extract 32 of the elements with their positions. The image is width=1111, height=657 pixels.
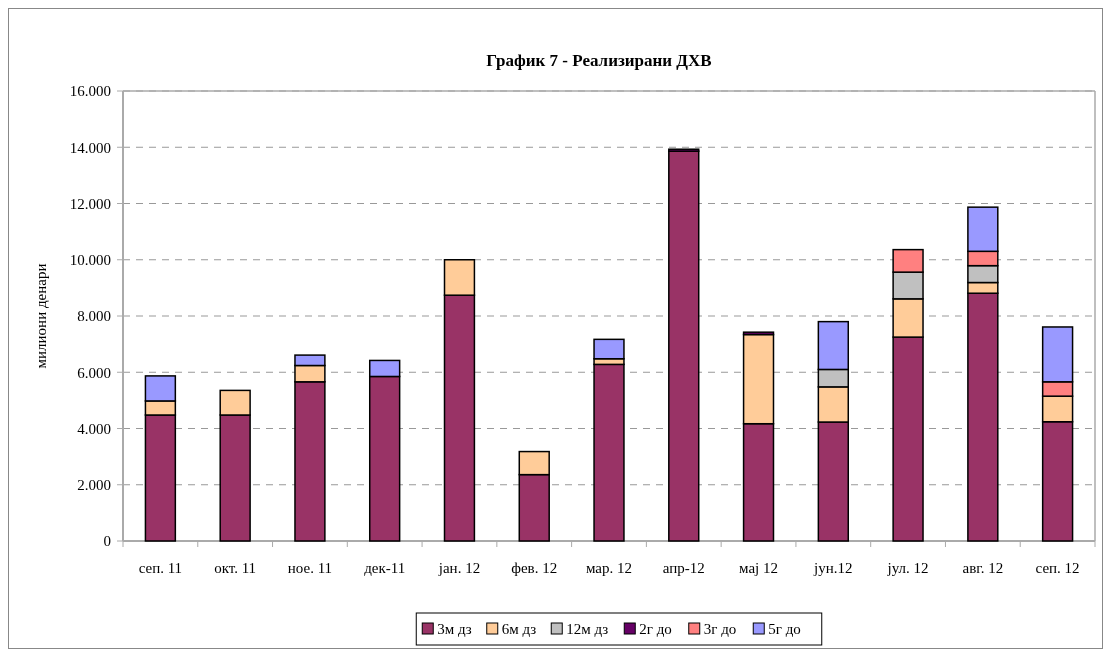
x-tick-label: апр-12 — [662, 560, 705, 576]
y-tick-label: 8.000 — [77, 308, 111, 325]
x-tick-label: јун.12 — [813, 560, 853, 576]
x-tick-label: ное. 11 — [287, 560, 333, 576]
y-tick-label: 4.000 — [77, 420, 111, 437]
y-tick-label: 16.000 — [69, 83, 111, 100]
legend-label: 5г до — [768, 621, 801, 638]
x-tick-label: јан. 12 — [437, 560, 481, 576]
y-tick-label: 6.000 — [77, 364, 111, 381]
chart-title: График 7 - Реализирани ДХВ — [486, 51, 712, 70]
legend-label: 6м дз — [501, 621, 537, 638]
legend-label: 3г до — [703, 621, 737, 638]
x-tick-label: мар. 12 — [585, 560, 633, 576]
y-axis-title: милиони денари — [33, 263, 49, 369]
legend-label: 3м дз — [437, 621, 472, 638]
y-tick-label: 0 — [103, 533, 111, 550]
x-tick-label: сеп. 11 — [138, 560, 183, 576]
legend-label: 12м дз — [566, 621, 609, 638]
x-tick-label: окт. 11 — [214, 560, 257, 576]
bar — [668, 150, 700, 542]
x-tick-label: сеп. 12 — [1035, 560, 1080, 576]
y-tick-label: 12.000 — [69, 195, 111, 212]
x-tick-label: дек-11 — [364, 560, 406, 576]
y-tick-label: 10.000 — [69, 252, 111, 268]
legend-label: 2г до — [639, 621, 672, 638]
y-tick-label: 2.000 — [77, 477, 111, 493]
x-tick-label: мај 12 — [739, 560, 779, 576]
x-tick-label: авг. 12 — [962, 560, 1004, 576]
bar — [593, 363, 625, 542]
x-tick-label: јул. 12 — [886, 560, 929, 576]
y-tick-label: 14.000 — [69, 139, 111, 156]
x-tick-label: фев. 12 — [511, 560, 558, 576]
